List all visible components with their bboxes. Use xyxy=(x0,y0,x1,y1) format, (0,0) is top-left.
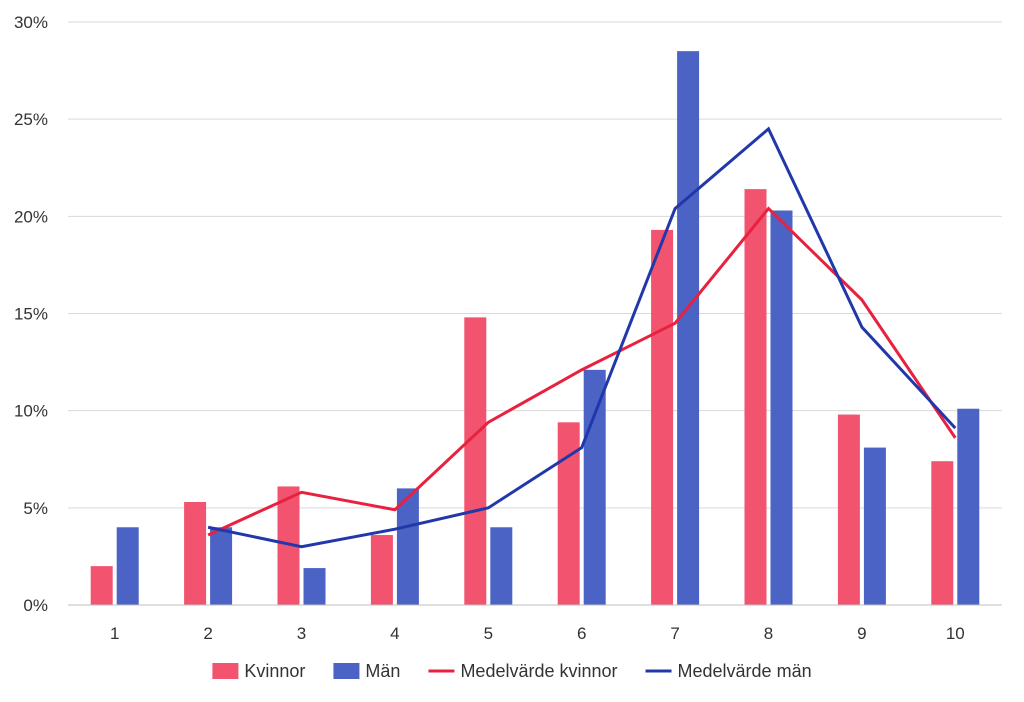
y-tick-label: 0% xyxy=(23,596,48,615)
x-tick-label: 7 xyxy=(670,624,679,643)
legend: Kvinnor Män Medelvärde kvinnor Medelvärde m… xyxy=(212,661,812,681)
y-tick-label: 25% xyxy=(14,110,48,129)
y-gridlines xyxy=(68,21,1002,509)
y-tick-label: 5% xyxy=(23,499,48,518)
y-tick-label: 20% xyxy=(14,207,48,226)
bar-kvinnor xyxy=(651,229,674,606)
bar-man xyxy=(210,527,233,605)
bar-man xyxy=(677,51,700,605)
x-tick-label: 1 xyxy=(110,624,119,643)
line-medelvarde-kvinnor xyxy=(207,206,957,537)
x-tick-label: 10 xyxy=(946,624,965,643)
bar-kvinnor xyxy=(557,422,580,605)
x-tick-label: 3 xyxy=(297,624,306,643)
x-tick-label: 2 xyxy=(203,624,212,643)
bar-kvinnor xyxy=(837,414,860,605)
x-tick-label: 5 xyxy=(484,624,493,643)
bar-kvinnor xyxy=(464,317,487,605)
bar-man xyxy=(583,369,606,605)
legend-label: Medelvärde kvinnor xyxy=(460,661,617,681)
legend-swatch xyxy=(212,663,239,679)
x-tick-label: 9 xyxy=(857,624,866,643)
y-tick-label: 30% xyxy=(14,13,48,32)
legend-label: Män xyxy=(365,661,400,681)
line-medelvarde-man xyxy=(207,126,957,549)
legend-label: Kvinnor xyxy=(244,661,305,681)
legend-label: Medelvärde män xyxy=(678,661,812,681)
bar-kvinnor xyxy=(90,566,113,605)
bar-kvinnor xyxy=(931,461,954,605)
bar-man xyxy=(116,527,139,605)
y-axis-tick-labels: 0% 5% 10% 15% 20% 25% 30% xyxy=(14,13,48,615)
bars xyxy=(90,51,980,606)
bar-kvinnor xyxy=(744,189,767,606)
bar-man xyxy=(303,568,326,605)
y-tick-label: 10% xyxy=(14,402,48,421)
x-tick-label: 4 xyxy=(390,624,399,643)
y-tick-label: 15% xyxy=(14,305,48,324)
x-tick-label: 8 xyxy=(764,624,773,643)
bar-man xyxy=(957,408,980,605)
average-lines xyxy=(207,126,957,549)
bar-man xyxy=(770,210,793,605)
x-tick-label: 6 xyxy=(577,624,586,643)
bar-man xyxy=(396,488,419,605)
legend-swatch xyxy=(333,663,360,679)
bar-kvinnor xyxy=(277,486,300,605)
bar-man xyxy=(490,527,513,605)
bar-man xyxy=(863,447,886,605)
bar-kvinnor xyxy=(370,535,393,605)
bar-kvinnor xyxy=(184,502,207,605)
x-axis-tick-labels: 1 2 3 4 5 6 7 8 9 10 xyxy=(110,624,965,643)
